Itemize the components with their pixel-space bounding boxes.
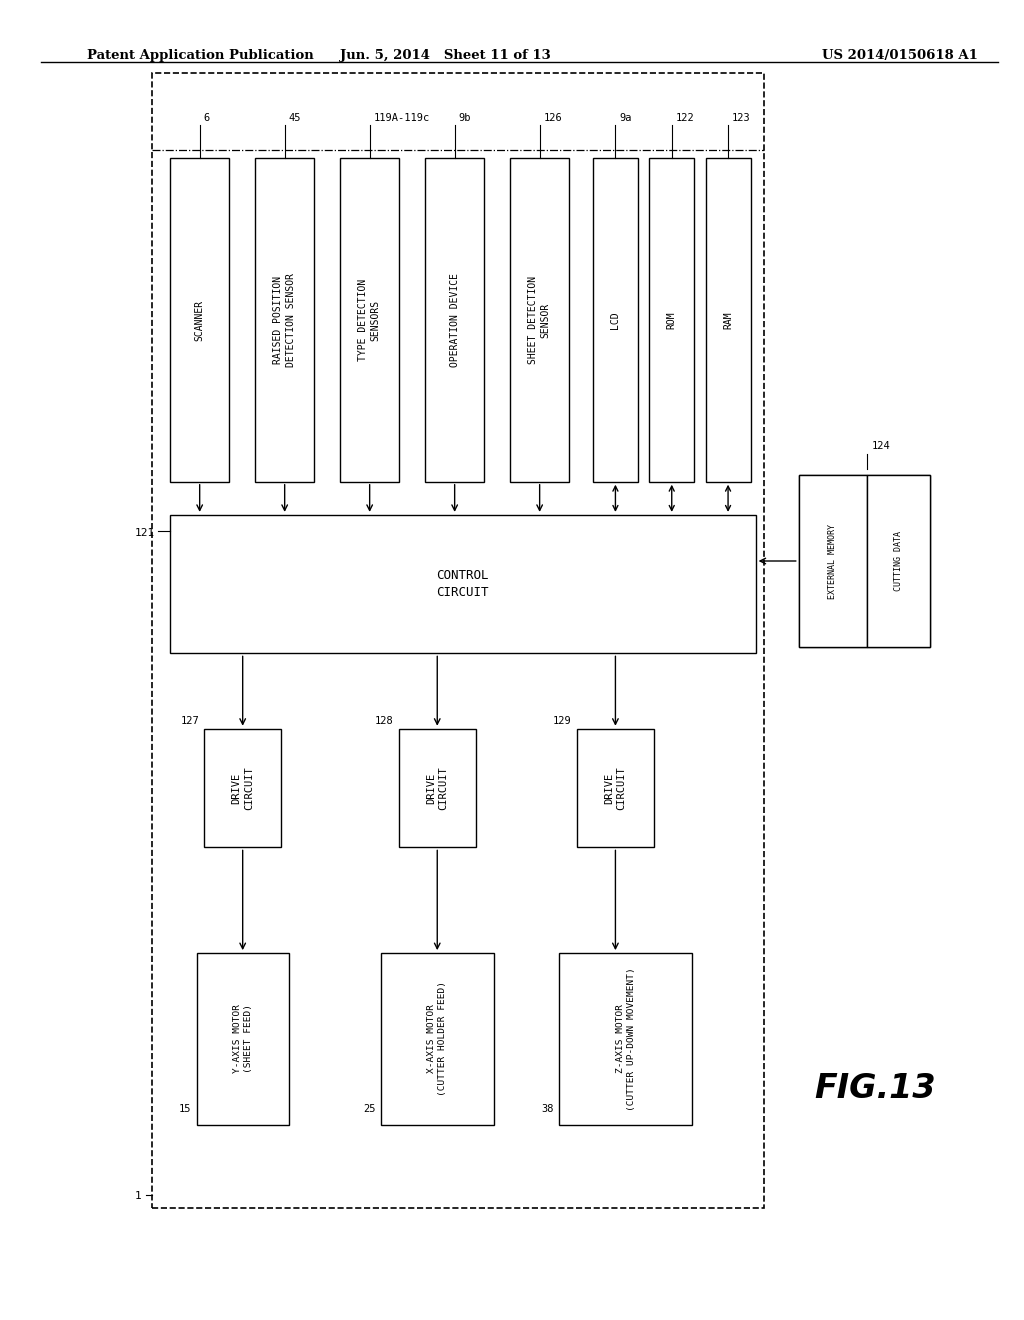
Text: 121: 121	[134, 528, 155, 539]
Bar	[799, 475, 867, 647]
Text: 9b: 9b	[459, 112, 471, 123]
Bar	[197, 953, 289, 1125]
Text: ROM: ROM	[667, 312, 677, 329]
Bar	[649, 158, 694, 482]
Bar	[706, 158, 751, 482]
Bar	[559, 953, 692, 1125]
Text: CUTTING DATA: CUTTING DATA	[894, 531, 903, 591]
Text: 126: 126	[544, 112, 562, 123]
Text: SCANNER: SCANNER	[195, 300, 205, 341]
Text: DRIVE
CIRCUIT: DRIVE CIRCUIT	[231, 766, 254, 810]
Text: Y-AXIS MOTOR
(SHEET FEED): Y-AXIS MOTOR (SHEET FEED)	[232, 1005, 253, 1073]
Bar	[399, 729, 475, 847]
Text: 129: 129	[553, 715, 571, 726]
Text: 124: 124	[872, 441, 891, 451]
Text: 38: 38	[542, 1104, 554, 1114]
Text: Z-AXIS MOTOR
(CUTTER UP-DOWN MOVEMENT): Z-AXIS MOTOR (CUTTER UP-DOWN MOVEMENT)	[615, 968, 636, 1110]
Text: LCD: LCD	[610, 312, 621, 329]
Text: Patent Application Publication: Patent Application Publication	[87, 49, 313, 62]
Text: 123: 123	[732, 112, 751, 123]
Bar	[578, 729, 653, 847]
Text: OPERATION DEVICE: OPERATION DEVICE	[450, 273, 460, 367]
Text: 6: 6	[204, 112, 210, 123]
Text: 122: 122	[676, 112, 694, 123]
Text: 45: 45	[289, 112, 301, 123]
Text: X-AXIS MOTOR
(CUTTER HOLDER FEED): X-AXIS MOTOR (CUTTER HOLDER FEED)	[427, 981, 447, 1097]
Text: 119A-119c: 119A-119c	[374, 112, 430, 123]
Text: Jun. 5, 2014   Sheet 11 of 13: Jun. 5, 2014 Sheet 11 of 13	[340, 49, 551, 62]
Bar	[204, 729, 281, 847]
Bar	[381, 953, 494, 1125]
Text: RAISED POSITION
DETECTION SENSOR: RAISED POSITION DETECTION SENSOR	[273, 273, 296, 367]
Bar	[170, 158, 229, 482]
Text: FIG.13: FIG.13	[815, 1072, 936, 1106]
Bar	[510, 158, 569, 482]
Text: TYPE DETECTION
SENSORS: TYPE DETECTION SENSORS	[358, 279, 381, 362]
Bar	[867, 475, 930, 647]
Bar	[799, 475, 930, 647]
Text: RAM: RAM	[723, 312, 733, 329]
Text: 15: 15	[179, 1104, 191, 1114]
Text: DRIVE
CIRCUIT: DRIVE CIRCUIT	[426, 766, 449, 810]
Bar	[152, 73, 764, 1208]
Text: 1: 1	[134, 1191, 141, 1201]
Bar	[593, 158, 638, 482]
Text: 127: 127	[180, 715, 199, 726]
Text: US 2014/0150618 A1: US 2014/0150618 A1	[822, 49, 978, 62]
Text: DRIVE
CIRCUIT: DRIVE CIRCUIT	[604, 766, 627, 810]
Text: SHEET DETECTION
SENSOR: SHEET DETECTION SENSOR	[528, 276, 551, 364]
Text: 9a: 9a	[620, 112, 632, 123]
Bar	[170, 515, 756, 653]
Bar	[340, 158, 399, 482]
Bar	[425, 158, 484, 482]
Bar	[255, 158, 314, 482]
Text: CONTROL
CIRCUIT: CONTROL CIRCUIT	[436, 569, 489, 599]
Text: 128: 128	[375, 715, 393, 726]
Text: EXTERNAL MEMORY: EXTERNAL MEMORY	[828, 524, 838, 598]
Text: 25: 25	[364, 1104, 376, 1114]
